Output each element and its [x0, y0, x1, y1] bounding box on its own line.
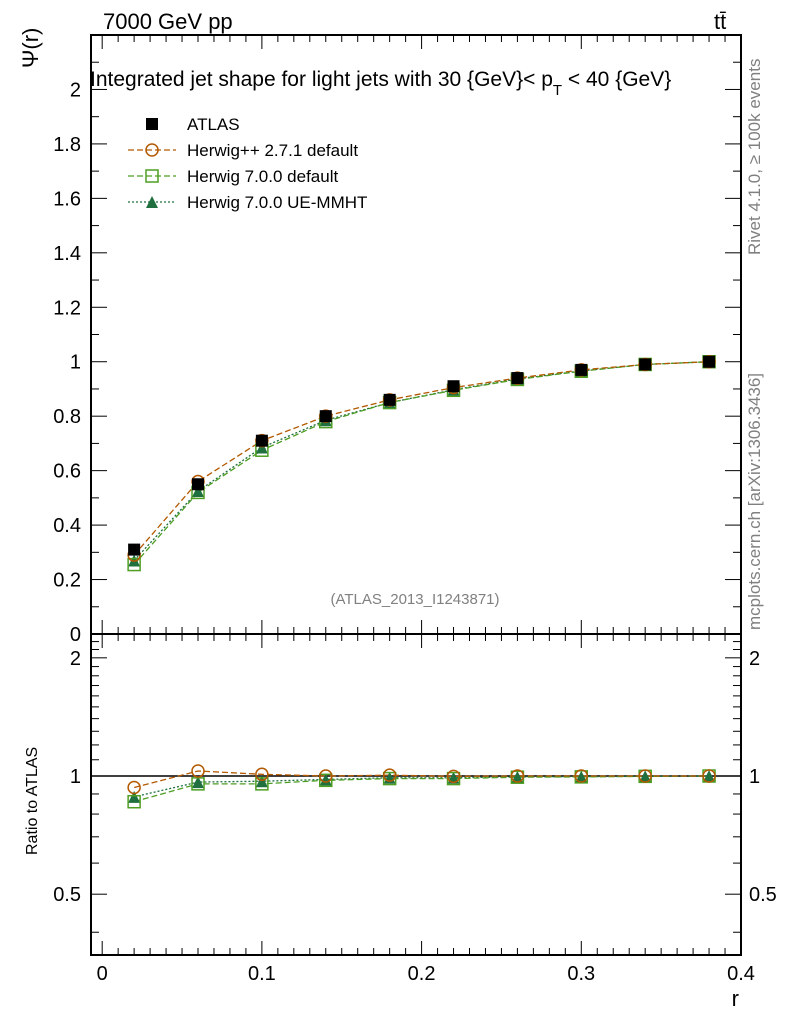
x-tick-label: 0.2	[408, 963, 436, 985]
main-y-tick-label: 0	[70, 624, 81, 646]
ratio-herwig7_default-point	[382, 771, 397, 786]
ratio-herwig7_ue-point	[575, 770, 588, 783]
energy-label: 7000 GeV pp	[103, 9, 233, 34]
main-title-text: Integrated jet shape for light jets with…	[90, 68, 553, 91]
main-panel: Integrated jet shape for light jets with…	[18, 28, 742, 646]
ratio-herwigpp-point	[382, 768, 397, 782]
ratio-plot-frame	[90, 633, 742, 956]
main-herwigpp-line	[133, 361, 710, 556]
main-atlas-point	[447, 380, 460, 393]
main-title: Integrated jet shape for light jets with…	[90, 68, 671, 99]
main-herwig7_ue-line	[133, 361, 710, 561]
legend-herwig7_ue-marker	[146, 196, 158, 208]
ratio-herwig7_default-point	[127, 794, 141, 809]
ratio-herwig7_ue-point	[192, 776, 205, 789]
ratio-herwig7_default-point	[255, 777, 269, 791]
ratio-herwig7_ue-point	[511, 770, 524, 783]
ratio-herwig7_default-line	[133, 775, 710, 803]
ratio-y-tick-label-right: 0.5	[749, 884, 777, 906]
ratio-herwigpp-point	[574, 769, 589, 783]
main-atlas-point	[255, 434, 268, 447]
ratio-y-tick-label-right: 2	[749, 648, 760, 670]
ratio-herwigpp-point	[446, 769, 461, 784]
process-label: tt̄	[714, 9, 726, 34]
ratio-panel: Ratio to ATLAS r 0 0.1 0.2 0.3 0.4 0.5 0.5 1 1 2 2	[24, 633, 777, 1011]
main-atlas-point	[575, 363, 588, 376]
main-y-tick-label: 0.4	[53, 515, 81, 537]
legend-herwig7_default-label: Herwig 7.0.0 default	[187, 167, 338, 186]
legend-herwigpp-label: Herwig++ 2.7.1 default	[187, 141, 358, 160]
ratio-y-tick-label-left: 0.5	[53, 884, 81, 906]
ratio-herwigpp-line	[133, 770, 710, 789]
main-herwig7_ue-point	[192, 485, 205, 498]
ratio-herwigpp-point	[127, 780, 141, 795]
ratio-herwig7_ue-point	[639, 770, 652, 783]
main-title-tail: < 40 {GeV}	[562, 68, 671, 91]
main-y-tick-label: 2	[70, 79, 81, 101]
x-tick-label: 0.4	[727, 963, 755, 985]
main-y-tick-label: 1.2	[53, 297, 81, 319]
ratio-herwig7_ue-point	[319, 773, 332, 786]
main-atlas-point	[128, 543, 141, 556]
legend: ATLAS Herwig++ 2.7.1 default Herwig 7.0.0 …	[128, 115, 367, 212]
ratio-herwigpp-point	[319, 769, 333, 783]
ratio-y-tick-label-left: 2	[70, 648, 81, 670]
legend-atlas-label: ATLAS	[187, 115, 240, 134]
rivet-version-label: Rivet 4.1.0, ≥ 100k events	[745, 59, 764, 255]
mcplots-source-label: mcplots.cern.ch [arXiv:1306.3436]	[745, 373, 764, 630]
ratio-herwigpp-point	[510, 769, 525, 783]
main-herwig7_default-point	[127, 557, 141, 572]
legend-herwig7_ue-label: Herwig 7.0.0 UE-MMHT	[187, 193, 367, 212]
ratio-herwig7_ue-point	[128, 790, 141, 803]
main-herwig7_ue-point	[255, 441, 268, 454]
main-y-axis-label: Ψ(r)	[18, 28, 43, 68]
main-atlas-point	[639, 358, 652, 371]
main-y-tick-label: 1	[70, 352, 81, 374]
ratio-herwigpp-point	[191, 764, 205, 778]
main-atlas-point	[703, 355, 716, 368]
ratio-herwigpp-point	[702, 769, 716, 783]
x-tick-label: 0.3	[567, 963, 595, 985]
main-y-tick-label: 1.4	[53, 243, 81, 265]
main-atlas-point	[511, 372, 524, 385]
main-y-tick-label: 0.6	[53, 461, 81, 483]
ratio-herwig7_default-point	[319, 773, 333, 788]
x-tick-label: 0.1	[248, 963, 276, 985]
legend-atlas-marker	[146, 118, 158, 130]
main-herwig7_default-line	[133, 361, 710, 566]
x-axis-label: r	[732, 986, 739, 1011]
ratio-herwig7_default-point	[191, 777, 205, 791]
ratio-y-axis-label: Ratio to ATLAS	[24, 747, 41, 855]
main-atlas-point	[319, 410, 332, 423]
main-atlas-point	[383, 393, 396, 406]
ratio-herwig7_ue-point	[255, 775, 268, 788]
ratio-y-tick-label-left: 1	[70, 766, 81, 788]
ratio-herwigpp-point	[255, 767, 269, 782]
ratio-herwigpp-point	[638, 769, 652, 783]
main-atlas-point	[192, 478, 205, 491]
analysis-label: (ATLAS_2013_I1243871)	[330, 591, 499, 608]
x-tick-label: 0	[97, 963, 108, 985]
main-y-tick-label: 1.6	[53, 188, 81, 210]
main-y-tick-label: 0.2	[53, 570, 81, 592]
legend-herwigpp-marker	[145, 143, 159, 157]
ratio-herwig7_ue-point	[703, 770, 716, 783]
main-title-subscript: T	[553, 82, 562, 99]
main-y-tick-label: 1.8	[53, 134, 81, 156]
main-y-tick-label: 0.8	[53, 406, 81, 428]
legend-herwig7_default-marker	[145, 169, 159, 183]
ratio-y-tick-label-right: 1	[749, 766, 760, 788]
